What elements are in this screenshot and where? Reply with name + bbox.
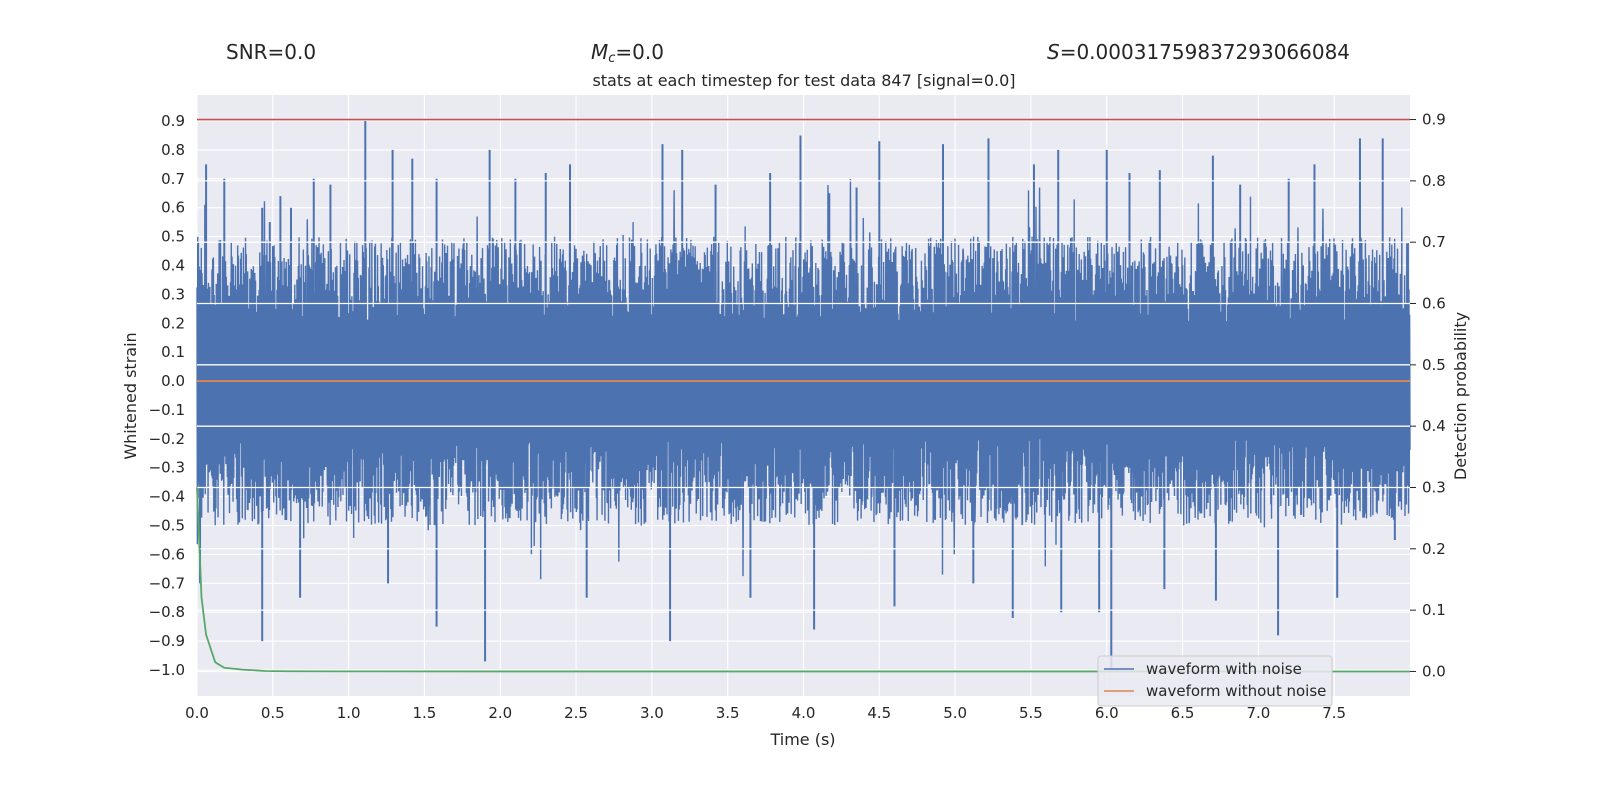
y-tick-label: 0.8 [161, 141, 185, 159]
legend-box [1097, 655, 1333, 707]
x-tick-label: 1.0 [337, 704, 361, 722]
y2-tick-label: 0.0 [1422, 662, 1446, 680]
y-tick-label: −0.8 [149, 603, 185, 621]
mc-label: Mc=0.0 [591, 40, 664, 66]
y-tick-label: −0.6 [149, 545, 185, 563]
s-symbol: S [1047, 40, 1060, 64]
y-tick-label: 0.4 [161, 256, 185, 274]
mc-subscript: c [608, 51, 616, 66]
y-tick-label: 0.0 [161, 372, 185, 390]
y2-tick-label: 0.4 [1422, 417, 1446, 435]
y-tick-label: −0.7 [149, 574, 185, 592]
y-tick-label: −1.0 [149, 661, 185, 679]
y-tick-label: −0.1 [149, 401, 185, 419]
x-tick-label: 6.5 [1171, 704, 1195, 722]
y-tick-label: 0.3 [161, 285, 185, 303]
x-axis-label: Time (s) [769, 730, 835, 749]
s-value: =0.00031759837293066084 [1059, 40, 1351, 64]
y2-tick-label: 0.1 [1422, 601, 1446, 619]
y2-tick-label: 0.8 [1422, 172, 1446, 190]
x-tick-label: 3.5 [716, 704, 740, 722]
x-tick-label: 1.5 [413, 704, 437, 722]
y-tick-label: 0.9 [161, 112, 185, 130]
x-tick-label: 7.0 [1246, 704, 1270, 722]
y2-tick-label: 0.2 [1422, 540, 1446, 558]
x-tick-label: 6.0 [1095, 704, 1119, 722]
x-tick-label: 2.0 [488, 704, 512, 722]
x-tick-label: 4.5 [867, 704, 891, 722]
mc-value: =0.0 [615, 40, 664, 64]
y2-tick-label: 0.3 [1422, 478, 1446, 496]
x-tick-label: 4.0 [792, 704, 816, 722]
y2-tick-labels: 0.9 0.8 0.7 0.6 0.5 0.4 0.3 0.2 0.1 0.0 [1422, 111, 1446, 681]
detection-probability-line [196, 487, 1411, 673]
y-tick-label: −0.5 [149, 517, 185, 535]
y2-tick-label: 0.7 [1422, 233, 1446, 251]
y-tick-label: −0.4 [149, 488, 185, 506]
y-axis-label: Whitened strain [121, 332, 140, 459]
y-tick-label: 0.5 [161, 228, 185, 246]
x-tick-label: 0.5 [261, 704, 285, 722]
x-tick-label: 7.5 [1322, 704, 1346, 722]
y-tick-label: −0.9 [149, 632, 185, 650]
x-tick-label: 2.5 [564, 704, 588, 722]
y-tick-label: −0.3 [149, 459, 185, 477]
y-tick-label: 0.7 [161, 170, 185, 188]
series-lines [196, 118, 1411, 673]
legend: waveform with noise waveform without noi… [1097, 655, 1333, 707]
y-tick-label: 0.6 [161, 199, 185, 217]
x-tick-label: 5.0 [943, 704, 967, 722]
snr-text: SNR=0.0 [226, 40, 317, 64]
y2-tick-label: 0.6 [1422, 295, 1446, 313]
y-tick-label: 0.1 [161, 343, 185, 361]
y-tick-label: 0.2 [161, 314, 185, 332]
y2-tick-label: 0.9 [1422, 111, 1446, 129]
y2-axis-label: Detection probability [1451, 312, 1470, 480]
snr-label: SNR=0.0 [226, 40, 316, 64]
legend-label-clean: waveform without noise [1146, 682, 1326, 700]
y-tick-labels: 0.9 0.8 0.7 0.6 0.5 0.4 0.3 0.2 0.1 0.0 −0.1 −0.2 −0… [149, 112, 185, 679]
mc-symbol: M [591, 40, 609, 64]
x-tick-labels: 0.0 0.5 1.0 1.5 2.0 2.5 3.0 3.5 4.0 4.5 5.0 5.5 6.0 6… [185, 704, 1346, 722]
x-tick-label: 0.0 [185, 704, 209, 722]
chart-title: stats at each timestep for test data 847… [592, 71, 1015, 90]
legend-label-noise: waveform with noise [1146, 660, 1302, 678]
s-label: S=0.00031759837293066084 [1047, 40, 1350, 64]
x-tick-label: 5.5 [1019, 704, 1043, 722]
series-waveform-with-noise [196, 121, 1411, 670]
x-tick-label: 3.0 [640, 704, 664, 722]
y-tick-label: −0.2 [149, 430, 185, 448]
waveform-with-noise-line [196, 179, 1411, 580]
y2-tick-label: 0.5 [1422, 356, 1446, 374]
